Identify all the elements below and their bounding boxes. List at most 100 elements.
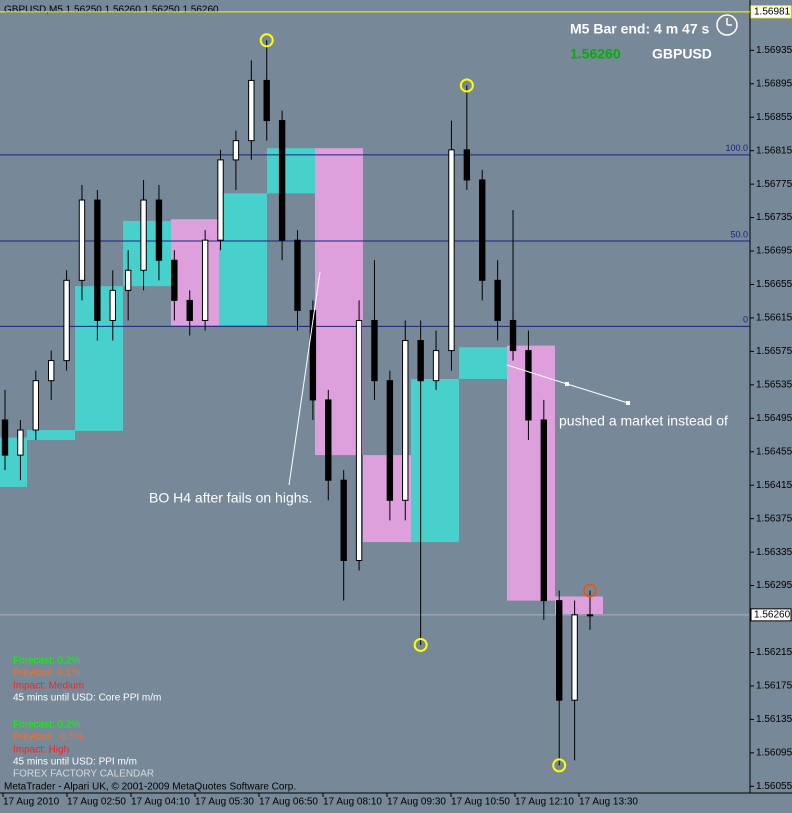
candle-body — [47, 360, 55, 382]
hour-box — [315, 148, 363, 456]
candle-body — [402, 340, 409, 501]
candle-body — [17, 429, 24, 456]
y-tick-label: 1.56175 — [756, 681, 792, 692]
x-tick-label: 17 Aug 06:50 — [259, 797, 318, 808]
hour-box — [219, 193, 267, 326]
y-tick-label: 1.56655 — [756, 279, 792, 290]
fib-label: 50.0 — [730, 229, 748, 239]
news-line: FOREX FACTORY CALENDAR — [13, 769, 154, 780]
y-tick-label: 1.56095 — [756, 747, 792, 758]
x-tick-label: 17 Aug 12:10 — [515, 797, 574, 808]
candle-body — [386, 380, 394, 501]
fib-label: 0 — [743, 315, 748, 325]
candle-body — [463, 149, 471, 181]
candle-body — [109, 289, 116, 321]
candle-body — [278, 120, 286, 241]
x-tick-label: 17 Aug 10:50 — [451, 797, 510, 808]
y-tick-label: 1.56935 — [756, 45, 792, 56]
news-line: Impact: Medium — [13, 681, 84, 692]
hour-box — [27, 430, 75, 441]
candle-body — [355, 319, 363, 561]
annotation: BO H4 after fails on highs. — [149, 490, 312, 506]
news-line: Previous: 0.1% — [13, 668, 80, 679]
y-tick-label: 1.56775 — [756, 179, 792, 190]
candle-body — [186, 299, 193, 321]
y-tick-label: 1.56815 — [756, 145, 792, 156]
hour-box — [171, 219, 219, 326]
symbol-display: GBPUSD — [652, 46, 712, 62]
candle-body — [78, 199, 86, 281]
y-tick-label: 1.56295 — [756, 580, 792, 591]
y-tick-label: 1.56895 — [756, 78, 792, 89]
candle-body — [556, 600, 563, 701]
y-tick-label: 1.56495 — [756, 413, 792, 424]
news-line: Impact: High — [13, 745, 69, 756]
y-tick-label: 1.56575 — [756, 346, 792, 357]
candle-body — [417, 340, 424, 382]
swing-marker — [552, 758, 567, 773]
news-line: Forecast: 0.2% — [13, 720, 80, 731]
y-tick-label: 1.56455 — [756, 446, 792, 457]
x-tick-label: 17 Aug 05:30 — [195, 797, 254, 808]
y-tick-label: 1.56535 — [756, 380, 792, 391]
hour-box — [459, 347, 507, 380]
candle-body — [217, 159, 224, 241]
candle-body — [479, 179, 486, 281]
y-tick-label: 1.56695 — [756, 246, 792, 257]
y-tick-label: 1.56135 — [756, 714, 792, 725]
swing-marker — [583, 583, 597, 598]
news-line: Previous: -0.5% — [13, 732, 84, 743]
candle-body — [155, 199, 163, 261]
y-tick-label: 1.56335 — [756, 547, 792, 558]
news-line: 45 mins until USD: Core PPI m/m — [13, 693, 161, 704]
bid-tag — [750, 608, 792, 622]
candle-body — [124, 269, 132, 291]
news-line: Forecast: 0.2% — [13, 656, 80, 667]
y-tick-label: 1.56415 — [756, 480, 792, 491]
candle-body — [140, 199, 147, 271]
candle-body — [94, 199, 101, 321]
plot-area — [0, 33, 750, 773]
x-tick-label: 17 Aug 04:10 — [131, 797, 190, 808]
news-line: 45 mins until USD: PPI m/m — [13, 757, 137, 768]
y-tick-label: 1.56615 — [756, 313, 792, 324]
hour-box — [267, 148, 315, 194]
candle-body — [325, 399, 332, 481]
annotation-pointer — [288, 271, 321, 486]
candle-body — [586, 614, 594, 617]
swing-marker — [459, 78, 474, 93]
candle-body — [201, 239, 209, 321]
bar-end-timer: M5 Bar end: 4 m 47 s — [570, 21, 709, 37]
candle-body — [432, 350, 440, 382]
pointer-handle — [626, 401, 630, 405]
hour-box — [411, 379, 459, 543]
bid-label: 1.56260 — [754, 609, 791, 620]
swing-marker — [259, 33, 274, 48]
candle-body — [1, 419, 9, 456]
footer: MetaTrader - Alpari UK, © 2001-2009 Meta… — [4, 782, 296, 793]
candle-body — [340, 479, 347, 561]
top-line-label: 1.56981 — [754, 6, 791, 17]
x-tick-label: 17 Aug 02:50 — [67, 797, 126, 808]
x-tick-label: 17 Aug 13:30 — [579, 797, 638, 808]
fib-label: 100.0 — [725, 143, 748, 153]
bid-display: 1.56260 — [570, 46, 621, 62]
y-tick-label: 1.56055 — [756, 781, 792, 792]
candle-body — [448, 149, 455, 352]
hour-box — [555, 596, 603, 615]
candle-body — [540, 419, 548, 602]
candle-body — [294, 239, 301, 311]
x-tick-label: 17 Aug 09:30 — [387, 797, 446, 808]
candle-body — [571, 614, 578, 701]
candle-body — [263, 79, 270, 122]
chart-title: GBPUSD,M5 1.56250 1.56260 1.56250 1.5626… — [4, 5, 219, 16]
pointer-handle — [565, 382, 569, 386]
y-tick-label: 1.56375 — [756, 513, 792, 524]
y-tick-label: 1.56215 — [756, 647, 792, 658]
candle-body — [371, 319, 378, 382]
candle-body — [63, 279, 70, 362]
y-tick-label: 1.56855 — [756, 112, 792, 123]
x-tick-label: 17 Aug 2010 — [3, 797, 60, 808]
